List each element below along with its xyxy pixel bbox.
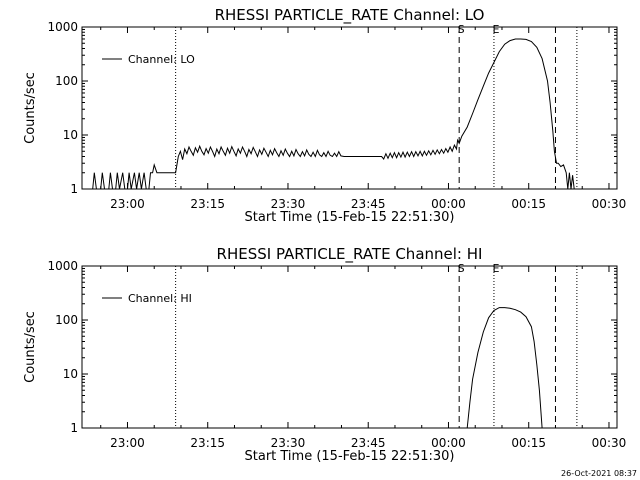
x-tick-label: 00:30 xyxy=(592,436,627,450)
y-tick-label: 100 xyxy=(55,313,78,327)
marker-label: S xyxy=(458,23,465,36)
y-tick-label: 1 xyxy=(70,182,78,196)
chart-title: RHESSI PARTICLE_RATE Channel: LO xyxy=(215,6,485,25)
chart-panel-lo: RHESSI PARTICLE_RATE Channel: LO 23:00 23:… xyxy=(23,6,626,225)
x-axis-label: Start Time (15-Feb-15 22:51:30) xyxy=(245,210,455,225)
legend-label: Channel: HI xyxy=(128,292,192,305)
x-tick-label: 23:45 xyxy=(351,436,386,450)
x-tick-label: 23:15 xyxy=(190,436,225,450)
y-axis-label: Counts/sec xyxy=(23,311,38,383)
legend-label: Channel: LO xyxy=(128,53,195,66)
x-tick-label: 00:15 xyxy=(511,436,546,450)
x-tick-label: 23:00 xyxy=(110,197,145,211)
x-tick-label: 23:30 xyxy=(271,436,306,450)
chart-title: RHESSI PARTICLE_RATE Channel: HI xyxy=(217,245,483,264)
timestamp-label: 26-Oct-2021 08:37 xyxy=(561,469,637,478)
series-line xyxy=(82,38,575,190)
x-tick-label: 00:00 xyxy=(431,197,466,211)
y-tick-label: 1 xyxy=(70,421,78,435)
x-tick-label: 00:15 xyxy=(511,197,546,211)
plot-frame xyxy=(81,26,618,190)
x-axis-label: Start Time (15-Feb-15 22:51:30) xyxy=(245,449,455,464)
marker-label: E xyxy=(492,262,499,275)
x-tick-label: 23:00 xyxy=(110,436,145,450)
y-tick-label: 10 xyxy=(63,128,78,142)
y-tick-label: 1000 xyxy=(47,259,78,273)
x-tick-label: 23:45 xyxy=(351,197,386,211)
x-tick-label: 23:15 xyxy=(190,197,225,211)
x-tick-label: 23:30 xyxy=(271,197,306,211)
y-tick-label: 1000 xyxy=(47,20,78,34)
series-line xyxy=(466,307,543,429)
y-tick-label: 10 xyxy=(63,367,78,381)
y-tick-label: 100 xyxy=(55,74,78,88)
plot-frame xyxy=(81,265,618,429)
x-tick-label: 00:00 xyxy=(431,436,466,450)
y-axis-label: Counts/sec xyxy=(23,72,38,144)
x-tick-label: 00:30 xyxy=(592,197,627,211)
chart-panel-hi: RHESSI PARTICLE_RATE Channel: HI 23:00 23:… xyxy=(23,245,626,464)
marker-label: S xyxy=(458,262,465,275)
marker-label: E xyxy=(492,23,499,36)
